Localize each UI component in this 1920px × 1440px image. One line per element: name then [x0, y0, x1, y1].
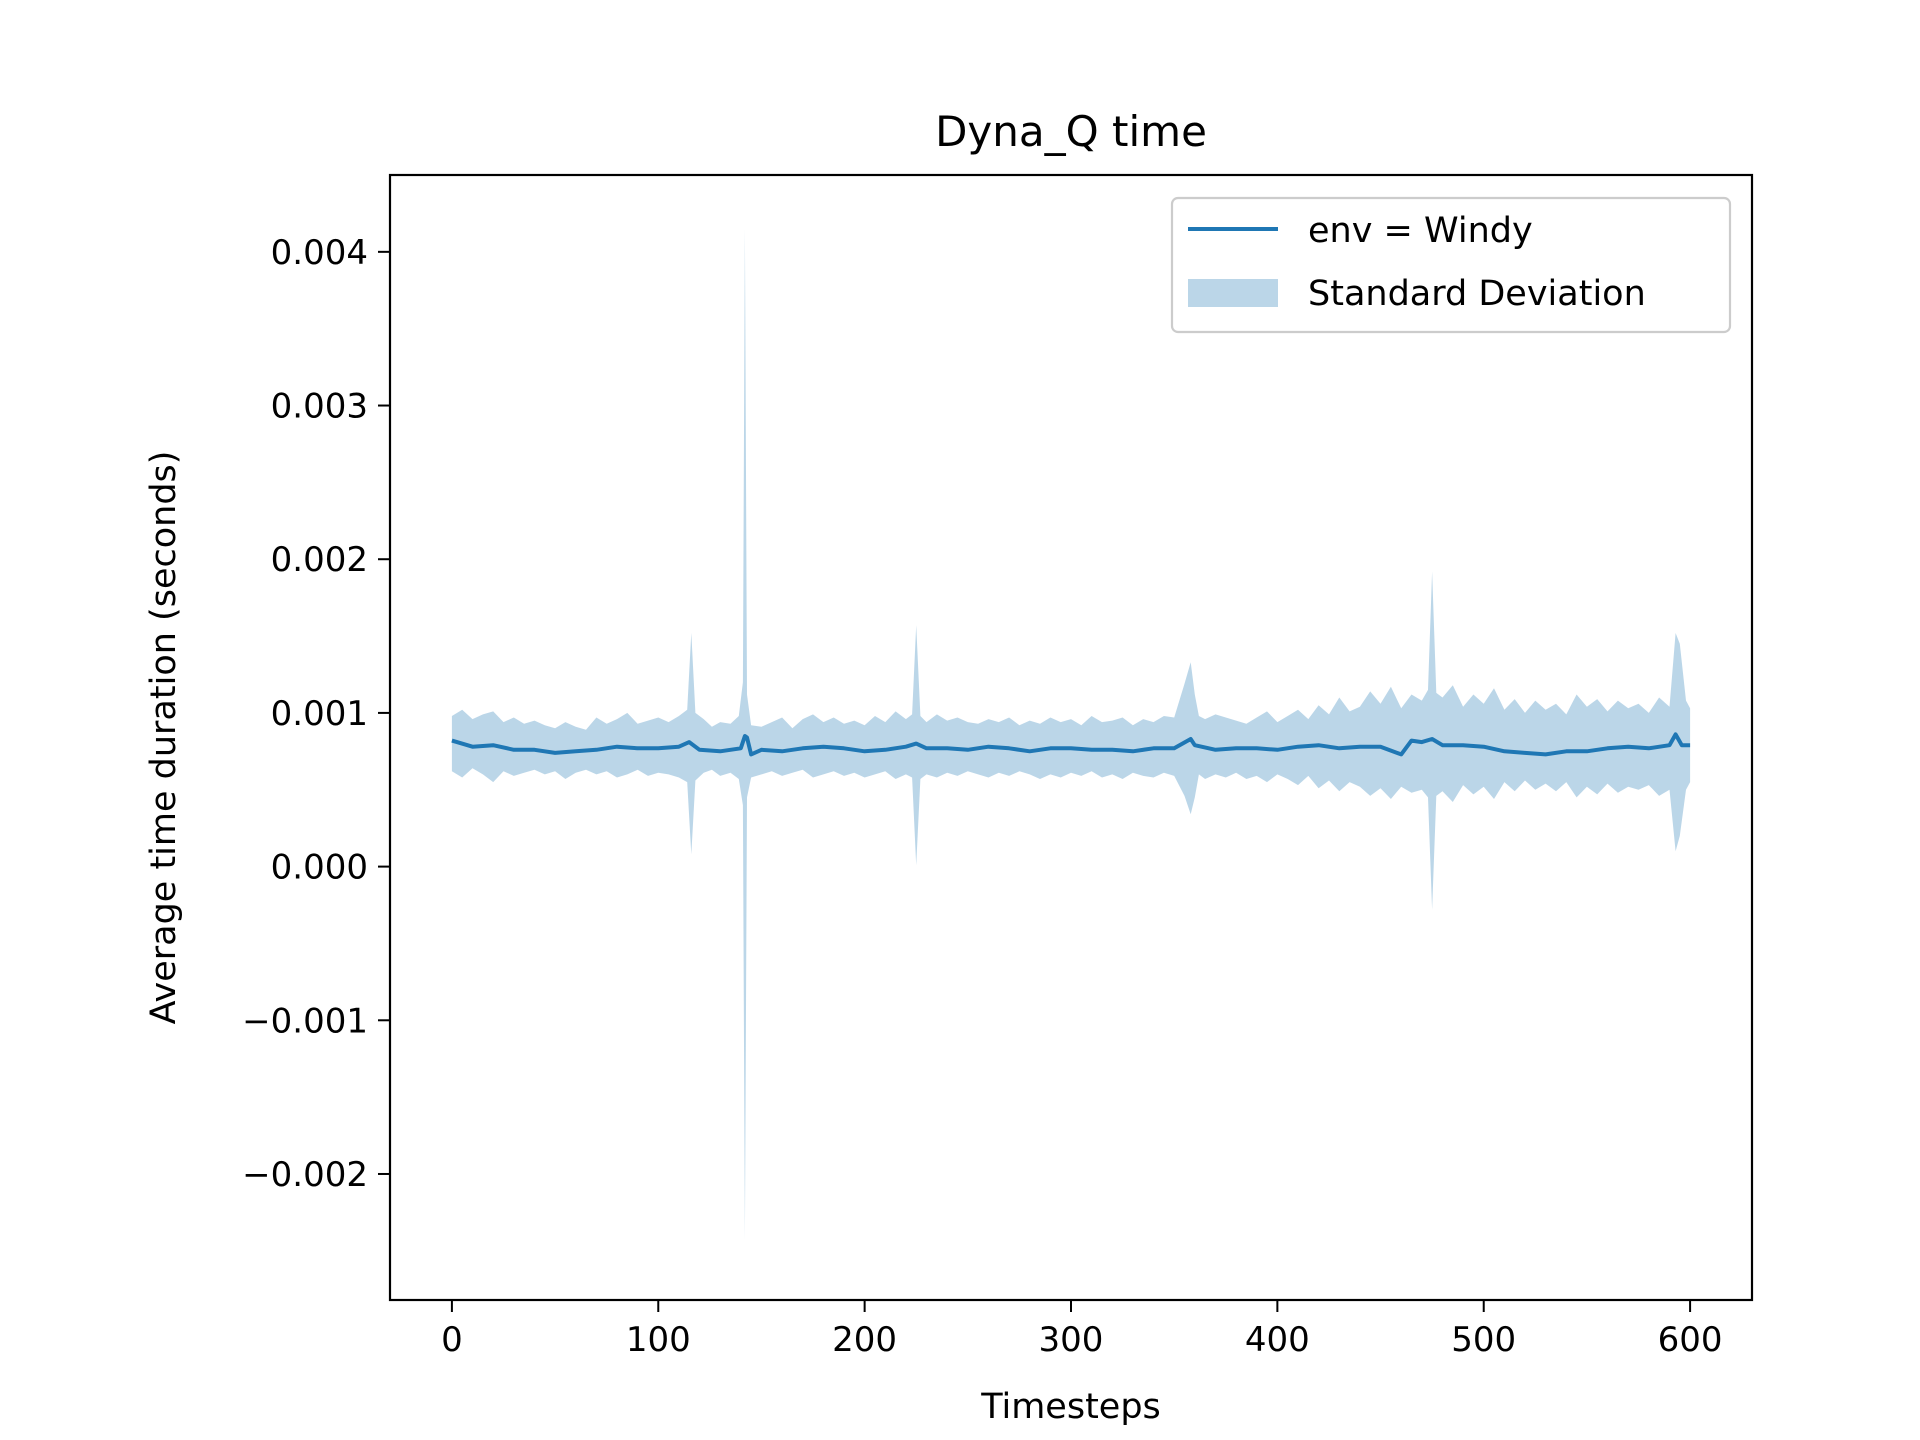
y-axis-label: Average time duration (seconds): [144, 451, 184, 1025]
x-tick-label: 200: [832, 1320, 897, 1360]
y-tick-label: 0.001: [271, 694, 368, 734]
x-tick-label: 0: [441, 1320, 463, 1360]
x-axis: 0 100 200 300 400 500 600: [441, 1300, 1723, 1360]
y-tick-label: 0.003: [271, 387, 368, 427]
legend-label-std: Standard Deviation: [1308, 274, 1646, 314]
x-axis-label: Timesteps: [980, 1387, 1161, 1427]
legend-band-swatch: [1188, 279, 1278, 307]
x-tick-label: 500: [1451, 1320, 1516, 1360]
y-tick-label: −0.002: [242, 1155, 368, 1195]
legend-label-mean: env = Windy: [1308, 211, 1533, 251]
y-tick-label: 0.002: [271, 540, 368, 580]
y-tick-label: −0.001: [242, 1001, 368, 1041]
legend: env = Windy Standard Deviation: [1170, 196, 1732, 334]
legend-box: [1170, 196, 1732, 334]
y-tick-label: 0.000: [271, 848, 368, 888]
y-tick-label: 0.004: [271, 233, 368, 273]
x-tick-label: 600: [1658, 1320, 1723, 1360]
y-axis: −0.002 −0.001 0.000 0.001 0.002 0.003 0.004: [242, 233, 390, 1195]
x-tick-label: 100: [626, 1320, 691, 1360]
x-tick-label: 300: [1039, 1320, 1104, 1360]
x-tick-label: 400: [1245, 1320, 1310, 1360]
mean-line-series: [451, 732, 1691, 757]
chart-title: Dyna_Q time: [935, 107, 1207, 156]
plot-area: [451, 228, 1691, 1241]
std-deviation-band: [451, 228, 1691, 1241]
